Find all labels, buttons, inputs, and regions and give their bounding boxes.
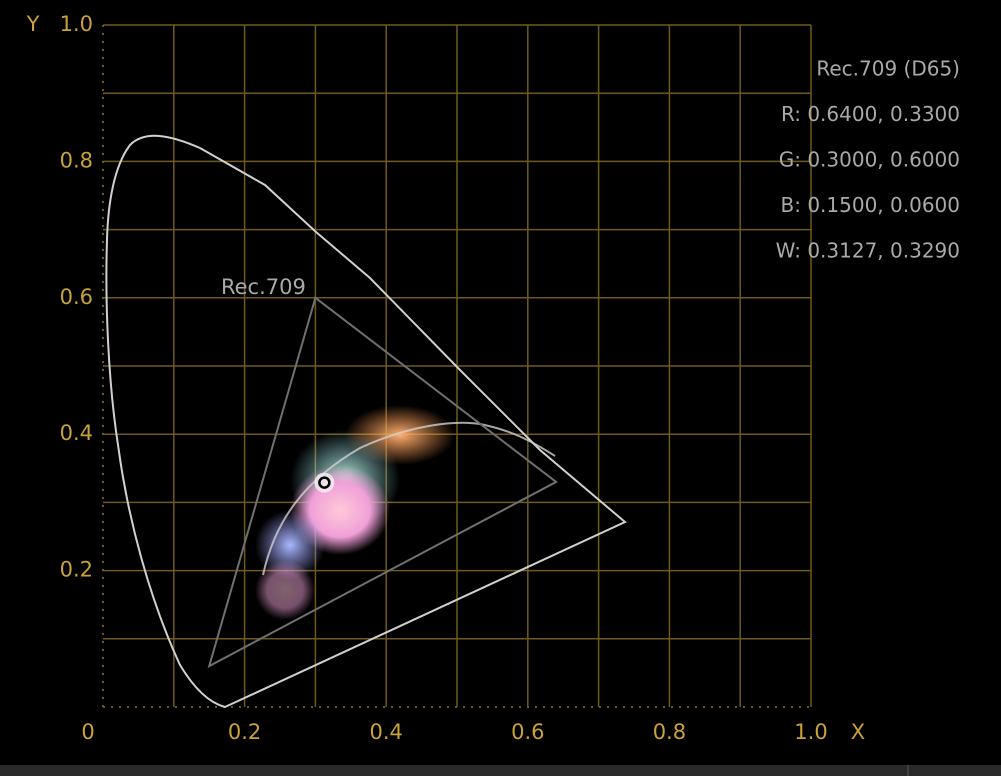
x-tick-label: 0.6: [511, 720, 544, 744]
white-point: [318, 476, 331, 489]
gamut-info: G: 0.3000, 0.6000: [779, 148, 960, 172]
white-point-halo: [314, 472, 335, 493]
x-tick-label: 0.2: [228, 720, 261, 744]
x-axis-label: X: [851, 720, 865, 744]
x-tick-label: 0.8: [653, 720, 686, 744]
plot: 0 0.2 0.4 0.6 0.8 1.0 0.2 0.4 0.6 0.8 1.0 X Y Rec.709…: [26, 12, 960, 744]
bottom-bar: [0, 765, 1001, 776]
x-tick-label: 0.4: [369, 720, 402, 744]
cloud-blue: [255, 510, 325, 580]
cloud-tail: [255, 560, 315, 620]
y-tick-label: 1.0: [60, 12, 93, 36]
gamut-info: B: 0.1500, 0.0600: [781, 193, 961, 217]
spectral-locus: [105, 134, 627, 709]
y-axis-label: Y: [26, 12, 40, 36]
y-tick-label: 0.2: [60, 558, 93, 582]
gamut-triangle: [207, 296, 558, 669]
point-cloud: [255, 405, 455, 620]
planckian-locus: [262, 421, 556, 576]
grid: [102, 24, 812, 708]
gamut-info: W: 0.3127, 0.3290: [776, 239, 960, 263]
y-tick-label: 0.6: [60, 285, 93, 309]
x-tick-label: 1.0: [794, 720, 827, 744]
gamut-info: R: 0.6400, 0.3300: [781, 102, 960, 126]
gamut-info: Rec.709 (D65): [816, 57, 960, 81]
x-tick-label: 0: [81, 720, 94, 744]
y-tick-label: 0.4: [60, 421, 93, 445]
y-tick-label: 0.8: [60, 148, 93, 172]
gamut-label: Rec.709: [221, 275, 306, 299]
